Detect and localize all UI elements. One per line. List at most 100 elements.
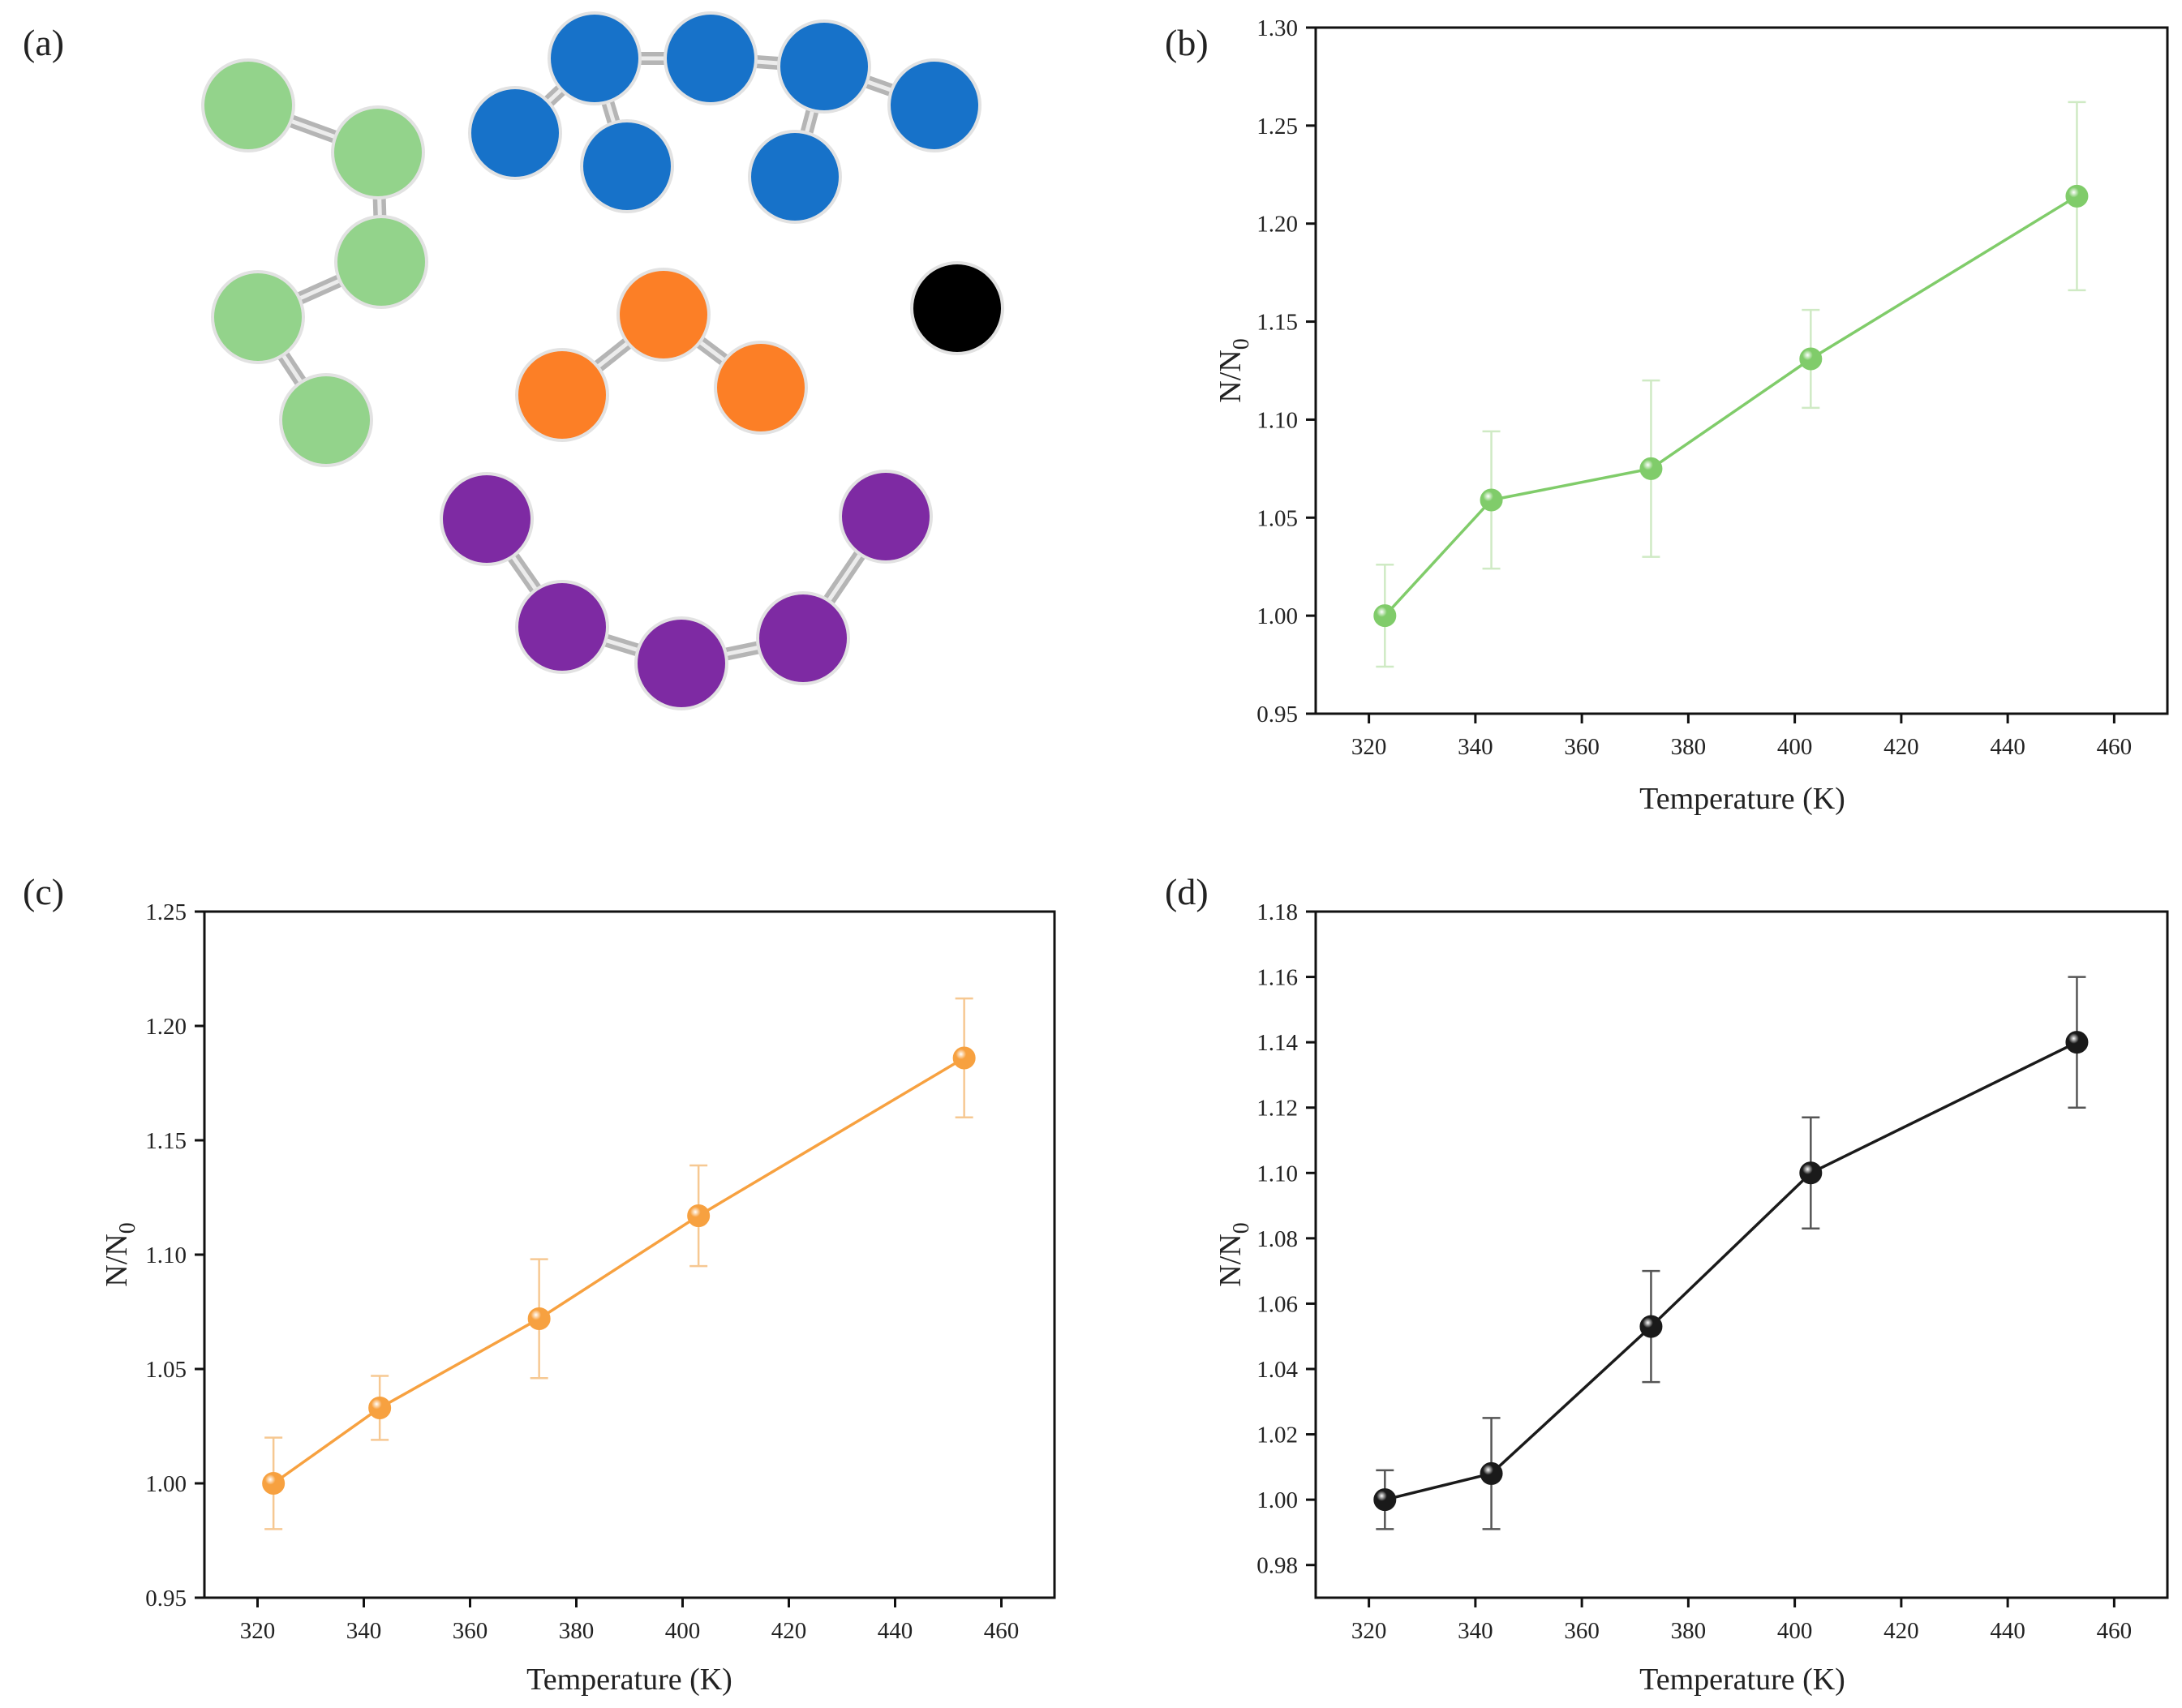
- orange-atom: [714, 341, 808, 435]
- x-tick-label: 420: [771, 1618, 807, 1644]
- y-axis-label: N/N0: [100, 1222, 140, 1286]
- y-tick-label: 1.05: [1256, 505, 1298, 531]
- x-tick-label: 440: [1990, 734, 2025, 760]
- black-molecule: [910, 261, 1004, 355]
- y-tick-label: 0.95: [145, 1586, 187, 1611]
- series-line: [1384, 1041, 2078, 1501]
- y-tick-label: 1.25: [1256, 114, 1298, 139]
- purple-atom: [756, 591, 850, 685]
- y-tick-label: 1.08: [1256, 1226, 1298, 1252]
- panel-b-chart: (b) 320 340 360 380 400 420 440 460 0.95 1.00 1.05…: [1165, 15, 2169, 816]
- data-point: [1639, 457, 1663, 480]
- data-point: [1639, 1315, 1663, 1338]
- purple-atom: [440, 472, 534, 566]
- x-tick-label: 460: [2097, 734, 2133, 760]
- series-line: [1384, 195, 2078, 617]
- plot-frame-d: [1314, 910, 2169, 1599]
- y-tick-label: 1.05: [145, 1357, 187, 1383]
- data-point: [687, 1204, 711, 1228]
- y-tick-label: 1.20: [1256, 212, 1298, 238]
- blue-atom: [777, 19, 871, 114]
- x-tick-label: 340: [346, 1618, 382, 1644]
- blue-atom: [664, 11, 758, 105]
- data-point: [527, 1307, 551, 1330]
- y-tick-label: 1.15: [145, 1128, 187, 1154]
- y-tick-label: 1.14: [1256, 1030, 1298, 1056]
- orange-molecule: [515, 268, 808, 442]
- y-tick-label: 1.06: [1256, 1291, 1298, 1317]
- y-tick-label: 1.00: [1256, 1487, 1298, 1513]
- panel-b-label: (b): [1165, 22, 1209, 63]
- data-point: [368, 1396, 392, 1419]
- data-point: [1373, 604, 1397, 628]
- orange-atom: [515, 348, 609, 442]
- x-tick-label: 380: [1671, 734, 1707, 760]
- y-tick-label: 1.20: [145, 1014, 187, 1040]
- y-tick-label: 1.10: [145, 1242, 187, 1268]
- blue-atom: [468, 86, 562, 180]
- blue-atom: [887, 58, 981, 152]
- data-point: [2065, 184, 2089, 208]
- green-atom: [211, 270, 305, 364]
- blue-atom: [580, 119, 674, 213]
- blue-atom: [748, 130, 842, 224]
- x-tick-label: 320: [1351, 734, 1387, 760]
- y-tick-label: 0.98: [1256, 1553, 1298, 1579]
- x-tick-label: 420: [1883, 1618, 1919, 1644]
- y-tick-label: 1.02: [1256, 1423, 1298, 1448]
- blue-atom: [548, 11, 642, 105]
- data-point: [262, 1472, 286, 1495]
- x-tick-label: 460: [984, 1618, 1020, 1644]
- purple-molecule: [440, 470, 933, 710]
- x-tick-label: 420: [1883, 734, 1919, 760]
- panel-a-molecules: (a): [23, 11, 1004, 710]
- panel-a-label: (a): [23, 22, 64, 63]
- y-tick-label: 0.95: [1256, 702, 1298, 727]
- y-tick-label: 1.18: [1256, 899, 1298, 925]
- orange-atom: [616, 268, 711, 362]
- data-point: [1799, 347, 1823, 371]
- x-tick-label: 460: [2097, 1618, 2133, 1644]
- x-tick-label: 400: [1777, 1618, 1813, 1644]
- green-atom: [331, 105, 425, 200]
- purple-atom: [839, 470, 933, 564]
- y-tick-label: 1.10: [1256, 407, 1298, 433]
- x-axis-label: Temperature (K): [1639, 1663, 1845, 1697]
- x-tick-label: 360: [1564, 734, 1600, 760]
- y-tick-label: 1.10: [1256, 1161, 1298, 1187]
- x-tick-label: 440: [878, 1618, 913, 1644]
- plot-frame-c: [203, 910, 1056, 1599]
- panel-c-chart: (c) 320 340 360 380 400 420 440 460 0.95 1.00 1.05…: [23, 871, 1056, 1697]
- data-point: [1480, 1461, 1503, 1485]
- x-tick-label: 340: [1458, 1618, 1493, 1644]
- panel-d-chart: (d) 320 340 360 380 400 420 440 460 0.98 1.00 1.02…: [1165, 871, 2169, 1697]
- panel-c-label: (c): [23, 871, 64, 912]
- data-point: [952, 1046, 976, 1070]
- data-point: [1799, 1161, 1823, 1185]
- y-tick-label: 1.12: [1256, 1096, 1298, 1122]
- y-tick-label: 1.30: [1256, 15, 1298, 41]
- x-tick-label: 400: [665, 1618, 701, 1644]
- purple-atom: [515, 580, 609, 674]
- x-axis-label: Temperature (K): [1639, 782, 1845, 816]
- x-tick-label: 380: [559, 1618, 595, 1644]
- green-atom: [201, 58, 295, 152]
- y-tick-label: 1.04: [1256, 1357, 1298, 1383]
- y-axis-label: N/N0: [1213, 1222, 1254, 1286]
- x-axis-label: Temperature (K): [526, 1663, 732, 1697]
- green-atom: [279, 373, 373, 467]
- x-tick-label: 360: [1564, 1618, 1600, 1644]
- series-line: [273, 1056, 965, 1485]
- x-tick-label: 400: [1777, 734, 1813, 760]
- x-tick-label: 320: [240, 1618, 276, 1644]
- x-tick-label: 380: [1671, 1618, 1707, 1644]
- molecule-cluster-group: [201, 11, 1004, 710]
- y-tick-label: 1.15: [1256, 310, 1298, 336]
- black-atom: [910, 261, 1004, 355]
- x-tick-label: 360: [453, 1618, 488, 1644]
- x-tick-label: 340: [1458, 734, 1493, 760]
- y-axis-label: N/N0: [1213, 338, 1254, 402]
- y-tick-label: 1.25: [145, 899, 187, 925]
- data-point: [2065, 1031, 2089, 1054]
